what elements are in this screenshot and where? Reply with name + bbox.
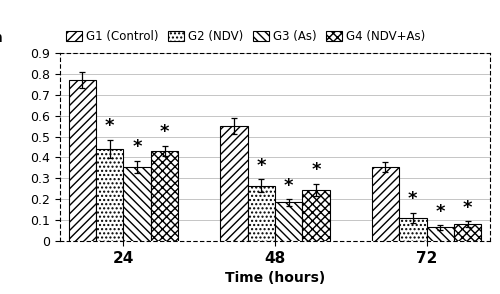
Bar [220, 126, 248, 241]
Bar [399, 218, 426, 241]
Bar [248, 186, 275, 241]
X-axis label: Time (hours): Time (hours) [225, 271, 325, 285]
Text: *: * [436, 203, 445, 221]
Bar [68, 80, 96, 241]
Text: *: * [284, 177, 294, 195]
Bar [426, 228, 454, 241]
Bar [96, 149, 124, 241]
Text: *: * [312, 161, 321, 179]
Bar [454, 224, 481, 241]
Text: *: * [256, 157, 266, 175]
Text: *: * [408, 190, 418, 208]
Text: *: * [160, 123, 170, 141]
Text: *: * [105, 117, 115, 135]
Text: mm: mm [0, 31, 4, 45]
Bar [372, 167, 399, 241]
Bar [302, 190, 330, 241]
Bar [275, 202, 302, 241]
Text: *: * [463, 199, 472, 217]
Bar [151, 151, 178, 241]
Bar [124, 167, 151, 241]
Legend: G1 (Control), G2 (NDV), G3 (As), G4 (NDV+As): G1 (Control), G2 (NDV), G3 (As), G4 (NDV… [66, 30, 425, 43]
Text: *: * [132, 138, 142, 156]
